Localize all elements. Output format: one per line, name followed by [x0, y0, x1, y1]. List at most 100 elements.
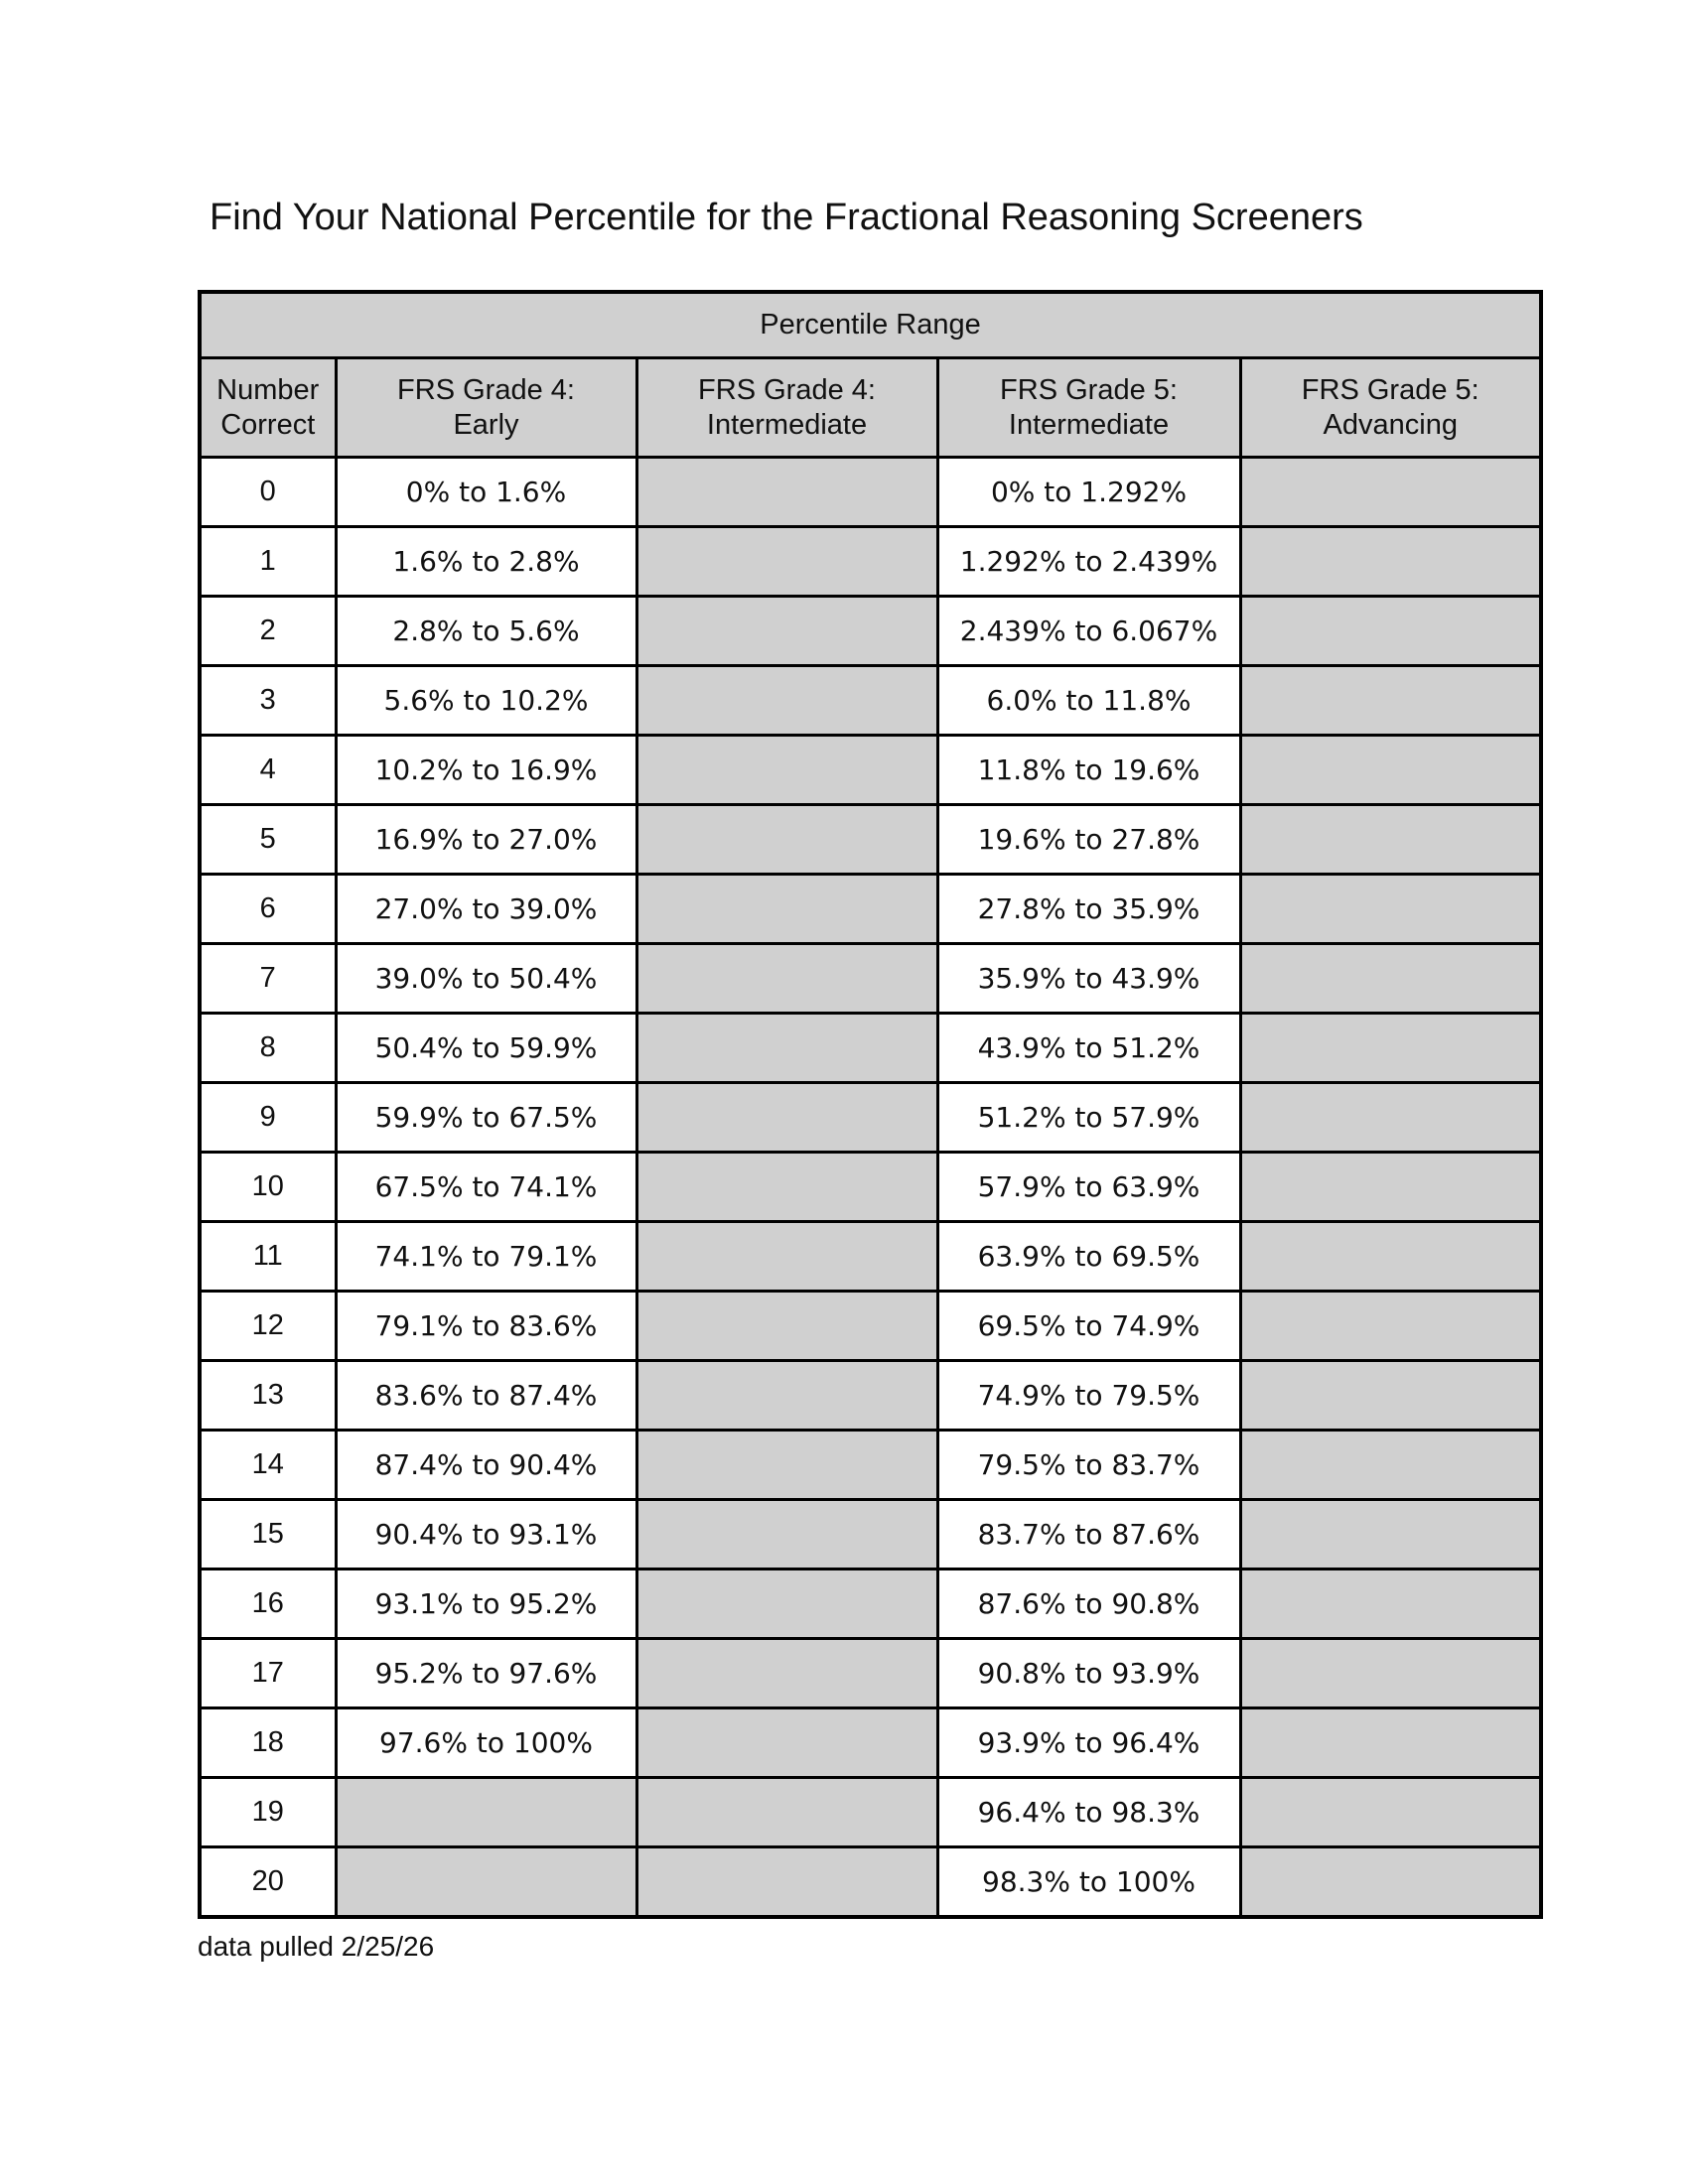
percentile-cell-frs-grade5-intermediate: 79.5% to 83.7%	[935, 1429, 1242, 1501]
number-correct-cell: 0	[198, 456, 338, 528]
percentile-cell-frs-grade4-intermediate	[634, 1220, 939, 1293]
number-correct-cell: 9	[198, 1081, 338, 1154]
percentile-cell-frs-grade4-intermediate	[634, 1081, 939, 1154]
percentile-cell-frs-grade5-intermediate: 96.4% to 98.3%	[935, 1776, 1242, 1848]
number-correct-cell: 11	[198, 1220, 338, 1293]
percentile-cell-frs-grade4-early: 50.4% to 59.9%	[334, 1012, 638, 1084]
percentile-cell-frs-grade5-advancing	[1238, 525, 1543, 598]
percentile-cell-frs-grade4-intermediate	[634, 525, 939, 598]
percentile-cell-frs-grade4-early: 1.6% to 2.8%	[334, 525, 638, 598]
percentile-cell-frs-grade5-intermediate: 51.2% to 57.9%	[935, 1081, 1242, 1154]
percentile-cell-frs-grade4-intermediate	[634, 1359, 939, 1432]
percentile-range-header: Percentile Range	[198, 290, 1543, 359]
percentile-cell-frs-grade4-intermediate	[634, 1498, 939, 1570]
percentile-cell-frs-grade4-early: 59.9% to 67.5%	[334, 1081, 638, 1154]
number-correct-cell: 19	[198, 1776, 338, 1848]
number-correct-cell: 3	[198, 664, 338, 737]
table-row: 16 93.1% to 95.2% 87.6% to 90.8%	[198, 1568, 1543, 1640]
percentile-cell-frs-grade4-early: 97.6% to 100%	[334, 1706, 638, 1779]
percentile-cell-frs-grade5-intermediate: 69.5% to 74.9%	[935, 1290, 1242, 1362]
percentile-cell-frs-grade5-intermediate: 1.292% to 2.439%	[935, 525, 1242, 598]
number-correct-cell: 8	[198, 1012, 338, 1084]
percentile-cell-frs-grade4-early: 5.6% to 10.2%	[334, 664, 638, 737]
percentile-cell-frs-grade5-advancing	[1238, 456, 1543, 528]
number-correct-cell: 13	[198, 1359, 338, 1432]
number-correct-cell: 15	[198, 1498, 338, 1570]
percentile-table: Percentile Range Number Correct FRS Grade…	[198, 290, 1543, 1919]
percentile-cell-frs-grade5-intermediate: 35.9% to 43.9%	[935, 942, 1242, 1015]
percentile-cell-frs-grade5-advancing	[1238, 1845, 1543, 1919]
percentile-cell-frs-grade5-advancing	[1238, 1012, 1543, 1084]
percentile-cell-frs-grade5-advancing	[1238, 595, 1543, 667]
percentile-cell-frs-grade5-intermediate: 74.9% to 79.5%	[935, 1359, 1242, 1432]
table-row: 10 67.5% to 74.1% 57.9% to 63.9%	[198, 1151, 1543, 1223]
percentile-cell-frs-grade4-intermediate	[634, 734, 939, 806]
column-header-frs-grade4-intermediate: FRS Grade 4: Intermediate	[634, 356, 939, 459]
percentile-cell-frs-grade4-intermediate	[634, 873, 939, 945]
number-correct-cell: 10	[198, 1151, 338, 1223]
percentile-cell-frs-grade4-early: 10.2% to 16.9%	[334, 734, 638, 806]
percentile-cell-frs-grade4-intermediate	[634, 1151, 939, 1223]
percentile-cell-frs-grade5-intermediate: 0% to 1.292%	[935, 456, 1242, 528]
number-correct-cell: 2	[198, 595, 338, 667]
percentile-cell-frs-grade5-intermediate: 19.6% to 27.8%	[935, 803, 1242, 876]
number-correct-cell: 18	[198, 1706, 338, 1779]
number-correct-cell: 16	[198, 1568, 338, 1640]
table-row: 9 59.9% to 67.5% 51.2% to 57.9%	[198, 1081, 1543, 1154]
percentile-cell-frs-grade4-intermediate	[634, 803, 939, 876]
percentile-cell-frs-grade4-intermediate	[634, 1290, 939, 1362]
table-row: 0 0% to 1.6% 0% to 1.292%	[198, 456, 1543, 528]
percentile-cell-frs-grade4-intermediate	[634, 1568, 939, 1640]
percentile-cell-frs-grade4-intermediate	[634, 1012, 939, 1084]
number-correct-cell: 1	[198, 525, 338, 598]
percentile-cell-frs-grade4-early: 2.8% to 5.6%	[334, 595, 638, 667]
percentile-cell-frs-grade5-advancing	[1238, 1151, 1543, 1223]
number-correct-cell: 14	[198, 1429, 338, 1501]
table-row: 15 90.4% to 93.1% 83.7% to 87.6%	[198, 1498, 1543, 1570]
table-row: 18 97.6% to 100% 93.9% to 96.4%	[198, 1706, 1543, 1779]
percentile-cell-frs-grade5-advancing	[1238, 1568, 1543, 1640]
table-row: 6 27.0% to 39.0% 27.8% to 35.9%	[198, 873, 1543, 945]
table-row: 19 96.4% to 98.3%	[198, 1776, 1543, 1848]
percentile-cell-frs-grade5-intermediate: 98.3% to 100%	[935, 1845, 1242, 1919]
table-row: 12 79.1% to 83.6% 69.5% to 74.9%	[198, 1290, 1543, 1362]
percentile-cell-frs-grade4-early: 67.5% to 74.1%	[334, 1151, 638, 1223]
percentile-cell-frs-grade5-intermediate: 11.8% to 19.6%	[935, 734, 1242, 806]
percentile-cell-frs-grade4-early	[334, 1845, 638, 1919]
percentile-cell-frs-grade5-intermediate: 57.9% to 63.9%	[935, 1151, 1242, 1223]
number-correct-cell: 17	[198, 1637, 338, 1709]
number-correct-cell: 4	[198, 734, 338, 806]
percentile-cell-frs-grade5-advancing	[1238, 1776, 1543, 1848]
percentile-cell-frs-grade4-early: 95.2% to 97.6%	[334, 1637, 638, 1709]
table-row: 20 98.3% to 100%	[198, 1845, 1543, 1919]
table-row: 14 87.4% to 90.4% 79.5% to 83.7%	[198, 1429, 1543, 1501]
table-row: 13 83.6% to 87.4% 74.9% to 79.5%	[198, 1359, 1543, 1432]
percentile-cell-frs-grade5-advancing	[1238, 1637, 1543, 1709]
percentile-cell-frs-grade4-early: 87.4% to 90.4%	[334, 1429, 638, 1501]
percentile-cell-frs-grade5-advancing	[1238, 803, 1543, 876]
percentile-cell-frs-grade5-intermediate: 63.9% to 69.5%	[935, 1220, 1242, 1293]
percentile-cell-frs-grade5-intermediate: 93.9% to 96.4%	[935, 1706, 1242, 1779]
percentile-cell-frs-grade5-intermediate: 27.8% to 35.9%	[935, 873, 1242, 945]
percentile-cell-frs-grade4-intermediate	[634, 942, 939, 1015]
table-row: 3 5.6% to 10.2% 6.0% to 11.8%	[198, 664, 1543, 737]
table-row: 17 95.2% to 97.6% 90.8% to 93.9%	[198, 1637, 1543, 1709]
page-title: Find Your National Percentile for the Fr…	[210, 197, 1363, 238]
table-row: 2 2.8% to 5.6% 2.439% to 6.067%	[198, 595, 1543, 667]
percentile-cell-frs-grade4-early: 39.0% to 50.4%	[334, 942, 638, 1015]
percentile-cell-frs-grade5-intermediate: 6.0% to 11.8%	[935, 664, 1242, 737]
percentile-cell-frs-grade4-early	[334, 1776, 638, 1848]
percentile-cell-frs-grade4-intermediate	[634, 664, 939, 737]
percentile-cell-frs-grade5-intermediate: 90.8% to 93.9%	[935, 1637, 1242, 1709]
column-header-number-correct: Number Correct	[198, 356, 338, 459]
percentile-cell-frs-grade5-advancing	[1238, 664, 1543, 737]
percentile-cell-frs-grade4-early: 79.1% to 83.6%	[334, 1290, 638, 1362]
percentile-cell-frs-grade4-early: 74.1% to 79.1%	[334, 1220, 638, 1293]
percentile-cell-frs-grade4-intermediate	[634, 595, 939, 667]
number-correct-cell: 7	[198, 942, 338, 1015]
column-header-frs-grade5-advancing: FRS Grade 5: Advancing	[1238, 356, 1543, 459]
table-row: 5 16.9% to 27.0% 19.6% to 27.8%	[198, 803, 1543, 876]
percentile-cell-frs-grade4-intermediate	[634, 1845, 939, 1919]
footnote: data pulled 2/25/26	[198, 1931, 435, 1962]
percentile-cell-frs-grade5-advancing	[1238, 1498, 1543, 1570]
